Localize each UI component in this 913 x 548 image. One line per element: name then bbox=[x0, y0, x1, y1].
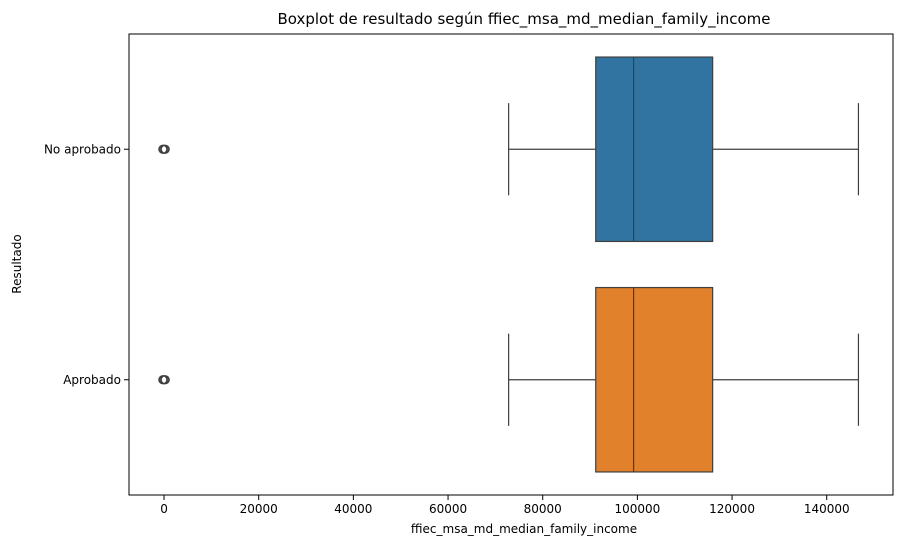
x-tick-label: 60000 bbox=[429, 502, 467, 516]
iqr-box bbox=[595, 286, 714, 473]
boxes-layer bbox=[158, 56, 860, 473]
x-tick-label: 120000 bbox=[709, 502, 755, 516]
y-axis-label: Resultado bbox=[10, 234, 24, 293]
box-aprobado bbox=[158, 286, 860, 473]
y-tick-label: Aprobado bbox=[63, 373, 121, 387]
x-tick-label: 140000 bbox=[804, 502, 850, 516]
x-axis-label: ffiec_msa_md_median_family_income bbox=[411, 522, 637, 536]
outlier-point bbox=[160, 375, 170, 385]
x-axis-ticks: 0 20000 40000 60000 80000 100000 120000 140000 bbox=[160, 495, 850, 516]
y-tick-label: No aprobado bbox=[44, 142, 121, 156]
x-tick-label: 100000 bbox=[614, 502, 660, 516]
box-no-aprobado bbox=[158, 56, 860, 243]
x-tick-label: 0 bbox=[160, 502, 168, 516]
iqr-box bbox=[595, 56, 714, 243]
x-tick-label: 40000 bbox=[334, 502, 372, 516]
outlier-point bbox=[160, 144, 170, 154]
x-tick-label: 80000 bbox=[524, 502, 562, 516]
x-tick-label: 20000 bbox=[240, 502, 278, 516]
plot-area-frame bbox=[128, 33, 894, 496]
chart-title: Boxplot de resultado según ffiec_msa_md_… bbox=[277, 10, 770, 29]
y-axis-ticks: No aprobado Aprobado bbox=[44, 142, 129, 387]
